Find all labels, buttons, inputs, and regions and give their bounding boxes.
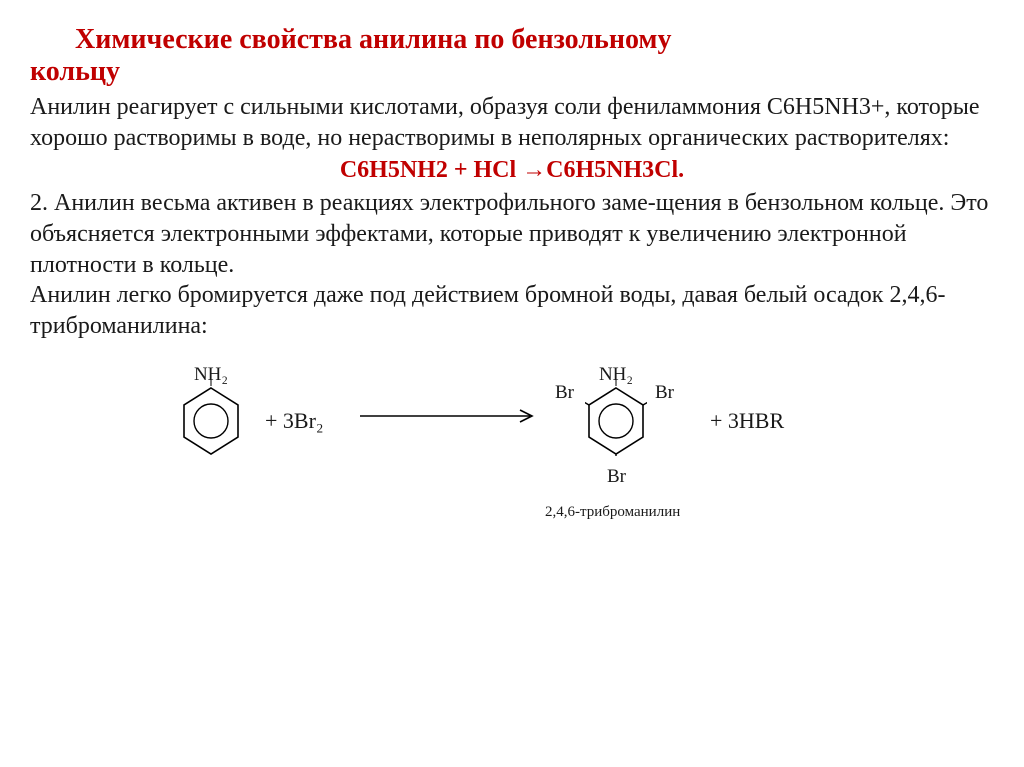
benzene-ring-icon	[180, 386, 242, 456]
product-caption: 2,4,6-триброманилин	[545, 504, 680, 521]
reaction-arrow-icon	[360, 406, 540, 433]
tribromoaniline-molecule: NH₂ Br Br Br	[585, 386, 647, 456]
reaction-diagram: NH₂ + 3Br₂ NH₂ Br Br	[30, 356, 994, 536]
benzene-ring-product-icon	[585, 386, 647, 456]
equation: С6Н5NH2 + HCl →С6Н5NH3Cl.	[30, 155, 994, 186]
plus-product: + 3HBR	[710, 408, 784, 434]
paragraph-2: 2. Анилин весьма активен в реакциях элек…	[30, 188, 994, 280]
aniline-molecule: NH₂	[180, 386, 242, 456]
title-line2: кольцу	[30, 56, 120, 87]
br-label-bottom: Br	[607, 466, 626, 488]
title-line1: Химические свойства анилина по бензольно…	[75, 24, 672, 55]
br-label-right: Br	[655, 382, 674, 404]
paragraph-3: Анилин легко бромируется даже под действ…	[30, 280, 994, 341]
page-title: Химические свойства анилина по бензольно…	[30, 24, 994, 88]
plus-reagent: + 3Br₂	[265, 408, 324, 434]
paragraph-1: Анилин реагирует с сильными кислотами, о…	[30, 92, 994, 153]
br-label-left: Br	[555, 382, 574, 404]
